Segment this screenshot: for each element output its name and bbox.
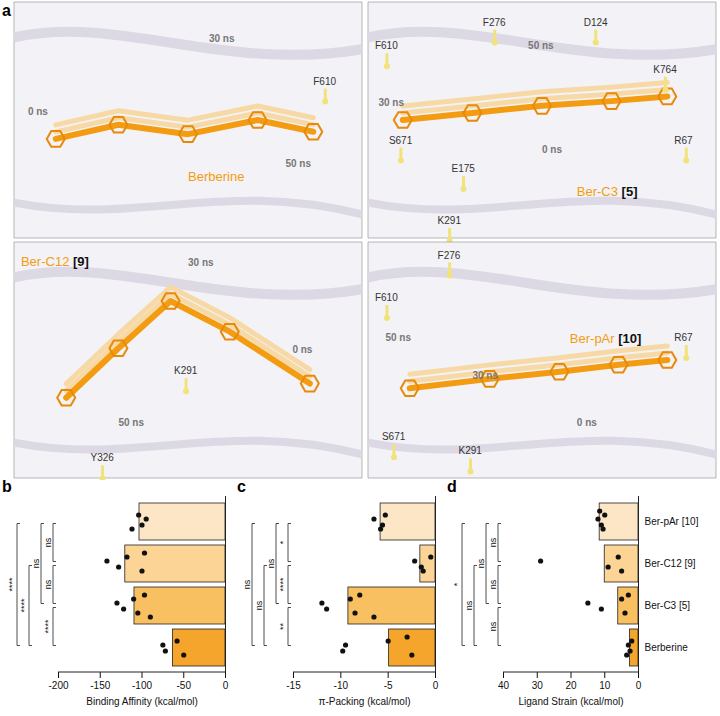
svg-text:*: *	[452, 582, 462, 586]
svg-text:0: 0	[636, 680, 642, 691]
svg-text:K291: K291	[438, 215, 462, 226]
svg-text:ns: ns	[43, 537, 53, 547]
html-text:d: d	[447, 478, 457, 495]
svg-text:****: ****	[7, 577, 17, 592]
svg-text:****: ****	[19, 598, 29, 613]
svg-text:0 ns: 0 ns	[542, 144, 562, 155]
svg-text:-5: -5	[384, 680, 393, 691]
svg-text:30 ns: 30 ns	[472, 370, 498, 381]
svg-text:Ligand Strain (kcal/mol): Ligand Strain (kcal/mol)	[518, 696, 623, 707]
svg-text:30 ns: 30 ns	[378, 97, 404, 108]
svg-text:30 ns: 30 ns	[188, 257, 214, 268]
svg-text:50 ns: 50 ns	[118, 417, 144, 428]
svg-text:ns: ns	[488, 621, 498, 631]
html-text:c: c	[237, 478, 246, 495]
svg-text:****: ****	[278, 577, 288, 592]
svg-text:R67: R67	[674, 332, 693, 343]
svg-text:S671: S671	[389, 135, 413, 146]
svg-text:-100: -100	[132, 680, 152, 691]
svg-text:**: **	[278, 623, 288, 631]
svg-text:S671: S671	[382, 431, 406, 442]
svg-text:ns: ns	[254, 600, 264, 610]
svg-text:Berberine: Berberine	[645, 642, 689, 653]
svg-text:-10: -10	[334, 680, 349, 691]
svg-text:-150: -150	[90, 680, 110, 691]
svg-text:30 ns: 30 ns	[209, 33, 235, 44]
svg-text:F610: F610	[375, 292, 398, 303]
svg-text:0 ns: 0 ns	[292, 344, 312, 355]
svg-text:-15: -15	[286, 680, 301, 691]
svg-text:20: 20	[565, 680, 577, 691]
svg-text:ns: ns	[476, 558, 486, 568]
svg-text:*: *	[278, 540, 288, 544]
svg-text:50 ns: 50 ns	[528, 40, 554, 51]
svg-text:F276: F276	[483, 17, 506, 28]
svg-text:Binding Affinity (kcal/mol): Binding Affinity (kcal/mol)	[86, 696, 198, 707]
svg-text:Ber-pAr [10]: Ber-pAr [10]	[645, 516, 699, 527]
svg-text:0: 0	[433, 680, 439, 691]
svg-text:D124: D124	[584, 17, 608, 28]
svg-text:ns: ns	[242, 579, 252, 589]
svg-text:50 ns: 50 ns	[285, 158, 311, 169]
svg-text:Ber-C3 [5]: Ber-C3 [5]	[577, 184, 638, 199]
svg-text:Ber-C12 [9]: Ber-C12 [9]	[21, 254, 89, 269]
svg-text:30: 30	[532, 680, 544, 691]
svg-text:10: 10	[599, 680, 611, 691]
svg-text:Ber-C3 [5]: Ber-C3 [5]	[645, 600, 691, 611]
svg-text:E175: E175	[452, 163, 476, 174]
svg-text:F610: F610	[313, 76, 336, 87]
svg-text:Y326: Y326	[91, 452, 115, 463]
svg-text:a: a	[2, 2, 11, 19]
svg-text:ns: ns	[488, 537, 498, 547]
svg-text:0 ns: 0 ns	[28, 106, 48, 117]
svg-text:ns: ns	[43, 579, 53, 589]
svg-text:π-Packing (kcal/mol): π-Packing (kcal/mol)	[319, 696, 411, 707]
svg-text:ns: ns	[464, 600, 474, 610]
svg-text:50 ns: 50 ns	[385, 332, 411, 343]
svg-text:R67: R67	[674, 135, 693, 146]
svg-text:K291: K291	[458, 445, 482, 456]
svg-text:Ber-pAr [10]: Ber-pAr [10]	[570, 331, 642, 346]
svg-text:40: 40	[498, 680, 510, 691]
html-text:b: b	[2, 478, 12, 495]
svg-text:ns: ns	[488, 579, 498, 589]
svg-text:Berberine: Berberine	[188, 169, 244, 184]
svg-text:F610: F610	[375, 40, 398, 51]
svg-text:K764: K764	[653, 64, 677, 75]
svg-text:ns: ns	[266, 558, 276, 568]
svg-text:Ber-C12 [9]: Ber-C12 [9]	[645, 558, 696, 569]
svg-text:-50: -50	[177, 680, 192, 691]
svg-text:****: ****	[43, 619, 53, 634]
svg-text:0 ns: 0 ns	[577, 417, 597, 428]
svg-text:ns: ns	[31, 558, 41, 568]
svg-text:0: 0	[223, 680, 229, 691]
svg-text:F276: F276	[438, 250, 461, 261]
svg-text:-200: -200	[48, 680, 68, 691]
svg-text:K291: K291	[174, 365, 198, 376]
